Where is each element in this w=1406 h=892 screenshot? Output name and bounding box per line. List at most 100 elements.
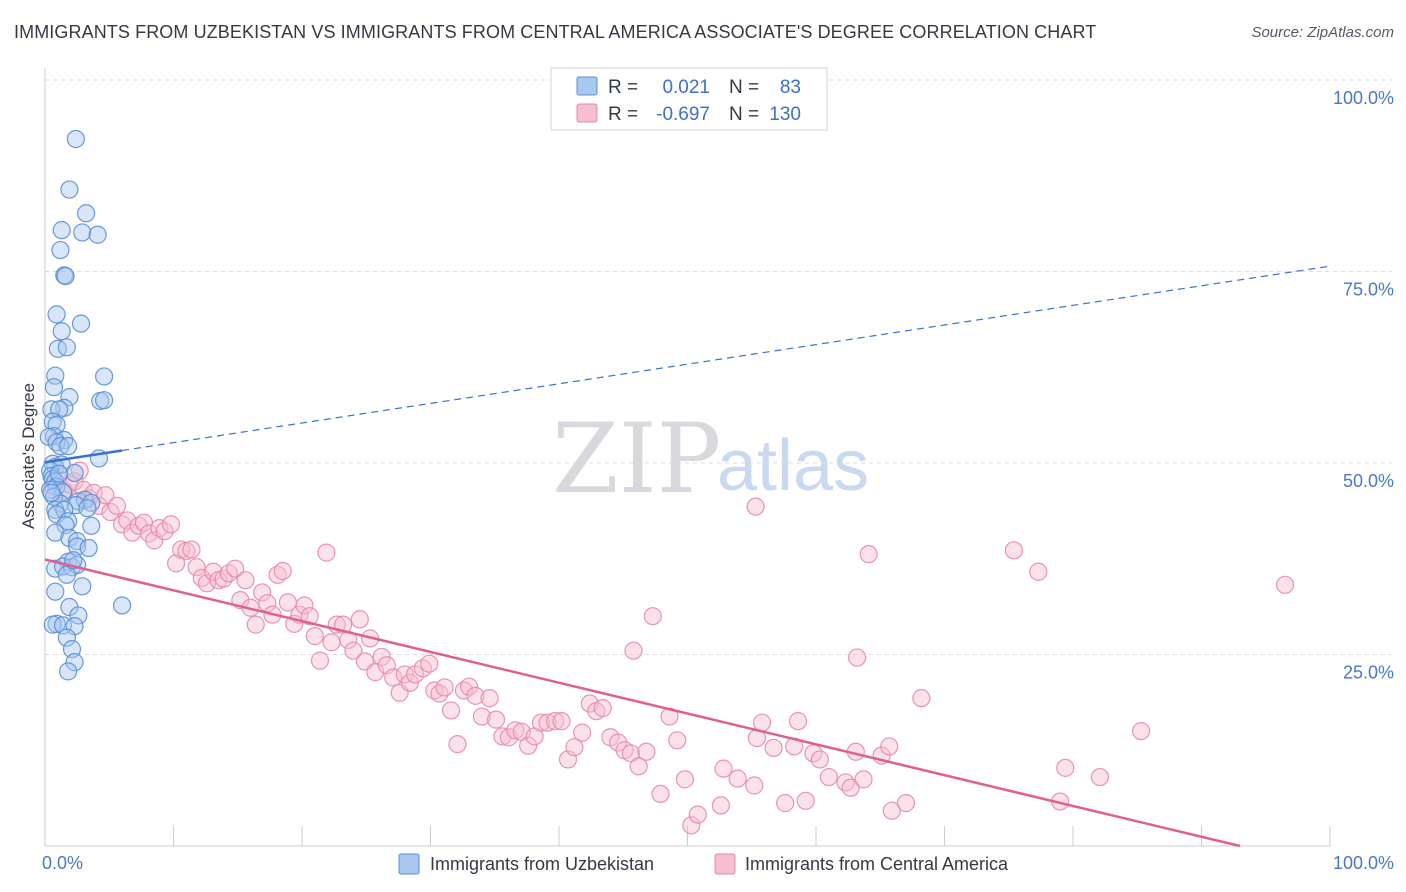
point-uzbekistan	[43, 615, 62, 634]
point-central-america	[486, 710, 506, 729]
point-central-america	[166, 554, 186, 573]
point-central-america	[538, 713, 557, 732]
point-uzbekistan	[59, 662, 78, 681]
point-central-america	[472, 707, 491, 726]
point-central-america	[448, 735, 467, 754]
point-central-america	[317, 543, 336, 562]
point-central-america	[466, 686, 485, 705]
point-uzbekistan	[42, 483, 61, 502]
point-central-america	[629, 757, 648, 776]
trend-line-uzbekistan-solid	[44, 449, 123, 464]
point-central-america	[810, 750, 829, 769]
point-central-america	[413, 659, 432, 678]
point-central-america	[565, 738, 584, 757]
point-central-america	[441, 701, 461, 720]
point-uzbekistan	[55, 266, 74, 285]
point-central-america	[129, 516, 148, 535]
point-central-america	[300, 607, 319, 626]
point-uzbekistan	[52, 221, 71, 240]
point-uzbekistan	[46, 523, 65, 542]
point-central-america	[155, 522, 174, 541]
point-uzbekistan	[77, 204, 96, 223]
legend-swatch-uzbekistan	[576, 76, 598, 96]
point-central-america	[1090, 767, 1110, 787]
point-central-america	[836, 773, 855, 792]
point-central-america	[728, 769, 747, 788]
point-uzbekistan	[44, 378, 64, 397]
point-central-america	[322, 633, 341, 652]
x-tick-label-min: 0.0%	[42, 853, 83, 873]
point-central-america	[219, 564, 238, 583]
point-central-america	[107, 496, 127, 515]
point-uzbekistan	[65, 653, 84, 672]
point-central-america	[1132, 721, 1151, 741]
point-uzbekistan	[50, 464, 69, 483]
axes	[44, 68, 1331, 847]
point-central-america	[764, 738, 783, 758]
point-uzbekistan	[79, 538, 98, 558]
point-central-america	[841, 778, 860, 797]
point-uzbekistan	[78, 499, 97, 518]
x-tick-label-max: 100.0%	[1333, 853, 1394, 873]
point-central-america	[425, 681, 444, 700]
series-uzbekistan	[39, 129, 132, 681]
point-central-america	[688, 805, 707, 824]
y-tick-label-25: 25.0%	[1343, 663, 1394, 683]
y-tick-label-75: 75.0%	[1343, 280, 1394, 300]
legend-n-value-uzbekistan: 83	[780, 77, 801, 98]
trend-lines	[44, 265, 1331, 848]
point-uzbekistan	[60, 388, 79, 407]
point-central-america	[1275, 575, 1295, 594]
y-axis-title: Associate's Degree	[19, 383, 38, 529]
series-legend: Immigrants from Uzbekistan Immigrants fr…	[398, 853, 1009, 875]
point-uzbekistan	[48, 339, 67, 358]
point-central-america	[344, 641, 363, 660]
point-uzbekistan	[73, 577, 92, 596]
point-central-america	[506, 721, 525, 740]
point-central-america	[624, 641, 643, 660]
point-central-america	[150, 519, 169, 538]
point-central-america	[246, 615, 265, 634]
point-uzbekistan	[51, 240, 70, 260]
point-central-america	[593, 699, 612, 718]
legend-n-label-uzbekistan: N =	[729, 77, 759, 98]
grid-lines	[45, 79, 1392, 655]
point-uzbekistan	[65, 463, 84, 483]
point-central-america	[745, 776, 764, 795]
point-central-america	[350, 610, 369, 629]
chart-source: Source: ZipAtlas.com	[1251, 24, 1394, 41]
trend-line-uzbekistan-dashed	[122, 265, 1331, 452]
point-central-america	[305, 627, 324, 646]
point-central-america	[182, 540, 201, 559]
point-uzbekistan	[82, 516, 101, 535]
bottom-legend-swatch-uzbekistan	[398, 853, 420, 875]
point-central-america	[711, 796, 731, 815]
point-uzbekistan	[95, 391, 114, 410]
point-central-america	[788, 712, 808, 731]
point-central-america	[480, 689, 499, 708]
bottom-legend-swatch-central-america	[714, 853, 736, 875]
point-central-america	[187, 558, 206, 577]
point-uzbekistan	[71, 314, 91, 333]
point-central-america	[752, 713, 772, 732]
y-tick-labels: 100.0% 75.0% 50.0% 25.0%	[1333, 88, 1394, 683]
point-central-america	[214, 569, 233, 588]
point-uzbekistan	[46, 366, 65, 385]
legend-n-label-central-america: N =	[729, 104, 759, 125]
point-central-america	[651, 784, 670, 804]
legend-swatch-central-america	[576, 103, 598, 123]
point-central-america	[848, 648, 867, 667]
point-central-america	[161, 515, 181, 534]
point-central-america	[854, 770, 873, 789]
point-uzbekistan	[60, 180, 79, 199]
point-central-america	[546, 712, 565, 731]
stats-legend: R = 0.021 N = 83 R = -0.697 N = 130	[550, 67, 828, 131]
bottom-legend-label-central-america: Immigrants from Central America	[745, 854, 1009, 874]
point-central-america	[295, 596, 314, 615]
legend-r-label-central-america: R =	[608, 104, 638, 125]
point-central-america	[531, 713, 551, 732]
point-central-america	[253, 583, 272, 602]
point-central-america	[637, 742, 656, 761]
point-central-america	[776, 794, 795, 813]
point-uzbekistan	[73, 223, 92, 242]
